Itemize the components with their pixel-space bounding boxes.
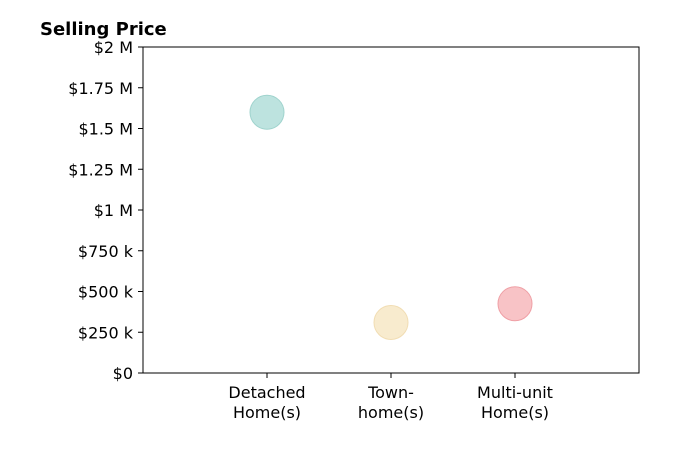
y-tick-label: $1.5 M (78, 120, 133, 139)
y-tick-label: $1.25 M (68, 160, 133, 179)
chart-title: Selling Price (40, 19, 167, 40)
x-tick-label: home(s) (358, 403, 424, 422)
x-tick-label: Home(s) (481, 403, 549, 422)
data-points (249, 94, 533, 340)
data-point (373, 304, 409, 340)
data-point (497, 286, 533, 322)
y-tick-label: $2 M (94, 38, 133, 57)
x-tick-label: Home(s) (233, 403, 301, 422)
y-axis: $0 $250 k $500 k $750 k $1 M $1.25 M $1.5 M $1.… (68, 38, 143, 383)
x-tick-label: Multi-unit (477, 383, 553, 402)
y-tick-label: $250 k (78, 323, 134, 342)
y-tick-label: $1 M (94, 201, 133, 220)
x-axis: DetachedHome(s)Town-home(s)Multi-unitHom… (228, 373, 553, 422)
y-tick-label: $1.75 M (68, 79, 133, 98)
data-point (249, 94, 285, 130)
x-tick-label: Town- (367, 383, 414, 402)
x-tick-label: Detached (228, 383, 305, 402)
y-tick-label: $500 k (78, 283, 134, 302)
y-tick-label: $0 (113, 364, 133, 383)
y-tick-label: $750 k (78, 242, 134, 261)
